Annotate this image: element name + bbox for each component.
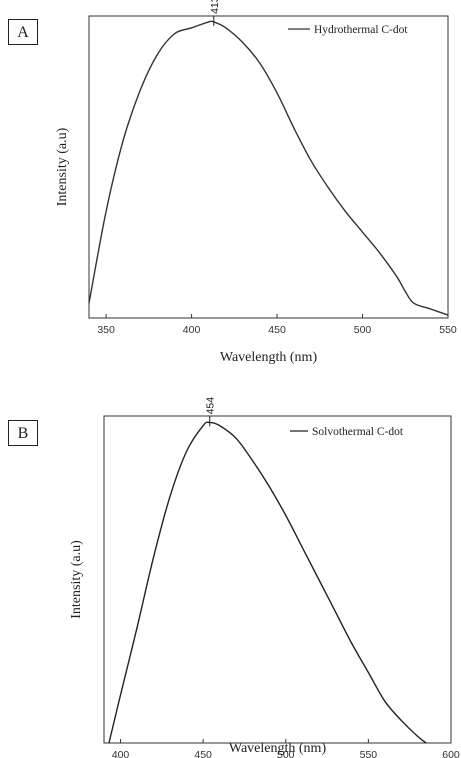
plot-frame-b — [103, 415, 452, 744]
x-tick-label-b-550: 550 — [360, 749, 378, 758]
x-tick-label-a-450: 450 — [268, 324, 286, 336]
y-axis-title-a: Intensity (a.u) — [55, 127, 70, 206]
plot-frame-a — [88, 15, 449, 319]
x-axis-title-b: Wavelength (nm) — [229, 741, 327, 756]
y-axis-title-b: Intensity (a.u) — [69, 540, 84, 619]
chart-b-svg: 400 450 500 550 600 Wavelength (nm) Intensity … — [69, 397, 460, 758]
x-tick-label-b-500: 500 — [277, 749, 295, 758]
legend-label-b: Solvothermal C-dot — [312, 426, 404, 438]
x-tick-label-a-500: 500 — [354, 324, 372, 336]
x-tick-label-b-450: 450 — [194, 749, 212, 758]
x-tick-label-b-400: 400 — [112, 749, 130, 758]
panel-label-b: B — [8, 420, 38, 446]
peak-label-b: 454 — [205, 397, 217, 415]
x-tick-label-a-550: 550 — [439, 324, 457, 336]
x-tick-label-a-400: 400 — [183, 324, 201, 336]
chart-panel-a: A 350 400 450 500 550 Wavelength (nm) Intensit… — [8, 0, 457, 365]
series-line-b-0 — [108, 421, 427, 744]
x-tick-label-b-600: 600 — [442, 749, 460, 758]
panel-label-a: A — [8, 19, 38, 45]
chart-panel-b: B 400 450 500 550 600 Wavelength (nm) Intensit… — [0, 380, 461, 758]
x-tick-label-a-350: 350 — [97, 324, 115, 336]
chart-a-svg: 350 400 450 500 550 Wavelength (nm) Intensity … — [55, 0, 457, 365]
series-line-a-0 — [88, 20, 449, 316]
legend-label-a: Hydrothermal C-dot — [314, 24, 408, 36]
x-axis-title-a: Wavelength (nm) — [220, 350, 318, 365]
peak-label-a: 413 — [209, 0, 221, 14]
